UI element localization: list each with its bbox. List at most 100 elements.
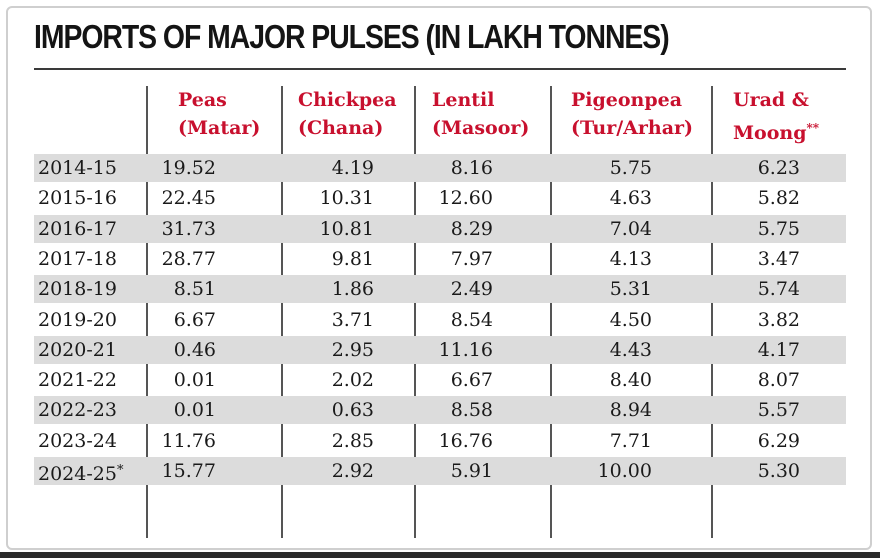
provisional-marker: * [116, 463, 124, 478]
year-text: 2016-17 [38, 217, 117, 240]
column-header-text: (Masoor) [432, 117, 530, 139]
year-text: 2020-21 [38, 338, 117, 361]
table-row: 2015-16 22.45 10.31 12.60 4.63 5.82 [34, 184, 846, 212]
table-row: 2014-15 19.52 4.19 8.16 5.75 6.23 [34, 154, 846, 182]
year-text: 2023-24 [38, 429, 117, 452]
column-header-line1: Peas [178, 89, 227, 111]
value-cell: 2.02 [331, 369, 374, 392]
column-header-text: (Chana) [298, 117, 384, 139]
value-cell: 12.60 [438, 187, 493, 210]
value-cell: 11.76 [161, 429, 216, 452]
table-row: 2018-19 8.51 1.86 2.49 5.31 5.74 [34, 275, 846, 304]
table-row: 2016-17 31.73 10.81 8.29 7.04 5.75 [34, 214, 846, 243]
value-cell: 6.67 [450, 369, 493, 392]
value-cell: 5.75 [757, 217, 800, 240]
value-cell: 7.71 [609, 429, 652, 452]
data-table: Peas (Matar) Chickpea (Chana) Lentil (Masoor)… [34, 84, 846, 485]
year-text: 2022-23 [38, 399, 117, 422]
column-header-text: (Tur/Arhar) [571, 117, 694, 139]
value-cell: 10.81 [319, 217, 374, 240]
column-header-line1: Lentil [432, 89, 495, 111]
value-cell: 4.50 [609, 308, 652, 331]
column-divider [281, 86, 283, 538]
value-cell: 8.58 [450, 399, 493, 422]
value-cell: 5.91 [450, 460, 493, 482]
table-row: 2019-20 6.67 3.71 8.54 4.50 3.82 [34, 306, 846, 334]
column-header-line1: Pigeonpea [571, 89, 683, 111]
footnote-marker: ** [806, 121, 820, 135]
year-text: 2017-18 [38, 247, 117, 270]
column-divider [414, 86, 416, 538]
value-cell: 6.67 [173, 308, 216, 331]
column-header: Urad & Moong** [733, 86, 819, 147]
value-cell: 8.51 [173, 278, 216, 301]
row-year-label: 2022-23 [38, 396, 117, 424]
chart-title: IMPORTS OF MAJOR PULSES (IN LAKH TONNES) [34, 18, 670, 55]
value-cell: 3.71 [331, 308, 374, 331]
value-cell: 28.77 [161, 247, 216, 270]
value-cell: 5.82 [757, 187, 800, 210]
value-cell: 8.16 [450, 157, 493, 179]
value-cell: 0.01 [173, 369, 216, 392]
value-cell: 10.31 [319, 187, 374, 210]
year-text: 2021-22 [38, 369, 117, 392]
value-cell: 0.63 [331, 399, 374, 422]
column-header: Pigeonpea (Tur/Arhar) [571, 86, 693, 142]
value-cell: 8.07 [757, 369, 800, 392]
column-divider [711, 86, 713, 538]
table-row: 2024-25* 15.77 2.92 5.91 10.00 5.30 [34, 457, 846, 485]
column-divider [550, 86, 552, 538]
column-header-line2: (Masoor) [432, 114, 529, 142]
row-year-label: 2014-15 [38, 154, 117, 182]
row-year-label: 2018-19 [38, 275, 117, 303]
value-cell: 4.43 [609, 338, 652, 361]
year-text: 2024-25 [38, 463, 117, 485]
column-header-text: Moong [733, 122, 807, 144]
table-row: 2023-24 11.76 2.85 16.76 7.71 6.29 [34, 427, 846, 455]
row-year-label: 2017-18 [38, 245, 117, 273]
year-text: 2014-15 [38, 157, 117, 179]
value-cell: 8.29 [450, 217, 493, 240]
column-header-line2: (Matar) [178, 114, 260, 142]
column-header-line1: Urad & [733, 89, 809, 111]
column-header-text: (Matar) [178, 117, 261, 139]
value-cell: 5.74 [757, 278, 800, 301]
value-cell: 2.95 [331, 338, 374, 361]
value-cell: 8.40 [609, 369, 652, 392]
value-cell: 5.30 [757, 460, 800, 482]
value-cell: 5.57 [757, 399, 800, 422]
value-cell: 22.45 [161, 187, 216, 210]
table-row: 2020-21 0.46 2.95 11.16 4.43 4.17 [34, 335, 846, 364]
column-header-line2: (Chana) [298, 114, 397, 142]
title-divider [34, 68, 846, 70]
row-year-label: 2020-21 [38, 336, 117, 364]
column-header-line2: (Tur/Arhar) [571, 114, 693, 142]
row-year-label: 2016-17 [38, 215, 117, 243]
value-cell: 5.75 [609, 157, 652, 179]
value-cell: 9.81 [331, 247, 374, 270]
value-cell: 4.19 [331, 157, 374, 179]
row-year-label: 2021-22 [38, 366, 117, 394]
column-header: Lentil (Masoor) [432, 86, 529, 142]
value-cell: 4.63 [609, 187, 652, 210]
value-cell: 8.54 [450, 308, 493, 331]
row-year-label: 2019-20 [38, 306, 117, 334]
value-cell: 0.01 [173, 399, 216, 422]
value-cell: 1.86 [331, 278, 374, 301]
column-header-line1: Chickpea [298, 89, 397, 111]
value-cell: 10.00 [597, 460, 652, 482]
value-cell: 6.23 [757, 157, 800, 179]
value-cell: 19.52 [161, 157, 216, 179]
year-text: 2019-20 [38, 308, 117, 331]
year-text: 2015-16 [38, 187, 117, 210]
column-header: Peas (Matar) [178, 86, 260, 142]
value-cell: 5.31 [609, 278, 652, 301]
row-year-label: 2024-25* [38, 457, 123, 488]
value-cell: 2.49 [450, 278, 493, 301]
year-text: 2018-19 [38, 278, 117, 301]
value-cell: 8.94 [609, 399, 652, 422]
value-cell: 3.82 [757, 308, 800, 331]
value-cell: 3.47 [757, 247, 800, 270]
value-cell: 7.97 [450, 247, 493, 270]
table-header: Peas (Matar) Chickpea (Chana) Lentil (Masoor)… [34, 84, 846, 152]
